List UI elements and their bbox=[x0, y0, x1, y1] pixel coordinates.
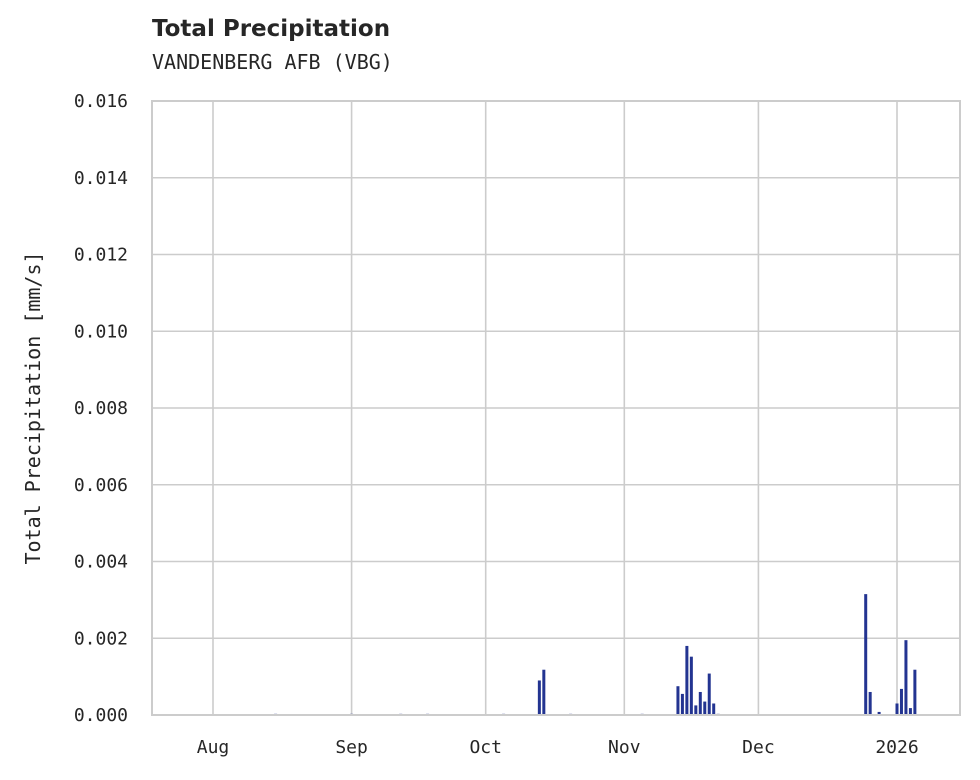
precip-bar bbox=[685, 645, 689, 715]
precip-bar bbox=[899, 688, 903, 715]
y-tick-label: 0.008 bbox=[74, 398, 128, 419]
y-tick-label: 0.014 bbox=[74, 168, 128, 189]
x-tick-label: Oct bbox=[469, 737, 502, 758]
precip-bar bbox=[864, 594, 868, 715]
precip-bar bbox=[868, 691, 872, 715]
x-tick-label: Dec bbox=[742, 737, 775, 758]
precip-bar bbox=[877, 711, 881, 715]
precip-bar bbox=[676, 686, 680, 715]
x-tick-label: 2026 bbox=[875, 737, 918, 758]
precip-bar bbox=[712, 703, 716, 715]
chart-subtitle: VANDENBERG AFB (VBG) bbox=[152, 50, 393, 74]
y-tick-label: 0.000 bbox=[74, 705, 128, 726]
precip-bar bbox=[680, 693, 684, 715]
precip-bar bbox=[537, 680, 541, 715]
y-tick-label: 0.016 bbox=[74, 91, 128, 112]
precip-bar bbox=[703, 701, 707, 715]
precip-bar bbox=[542, 669, 546, 715]
precip-bar bbox=[707, 673, 711, 715]
precip-bar bbox=[895, 703, 899, 715]
precip-bar bbox=[694, 705, 698, 715]
y-tick-label: 0.002 bbox=[74, 628, 128, 649]
plot-frame bbox=[151, 100, 961, 716]
y-tick-label: 0.004 bbox=[74, 552, 128, 573]
chart-title: Total Precipitation bbox=[152, 16, 391, 42]
y-tick-label: 0.010 bbox=[74, 321, 128, 342]
x-tick-label: Aug bbox=[197, 737, 230, 758]
y-tick-label: 0.006 bbox=[74, 475, 128, 496]
precip-bar bbox=[689, 656, 693, 715]
x-tick-label: Sep bbox=[335, 737, 368, 758]
x-tick-label: Nov bbox=[608, 737, 641, 758]
precip-bar bbox=[904, 640, 908, 715]
y-tick-label: 0.012 bbox=[74, 245, 128, 266]
precip-bar bbox=[908, 708, 912, 715]
precip-bar bbox=[698, 691, 702, 715]
precip-bar bbox=[913, 669, 917, 715]
